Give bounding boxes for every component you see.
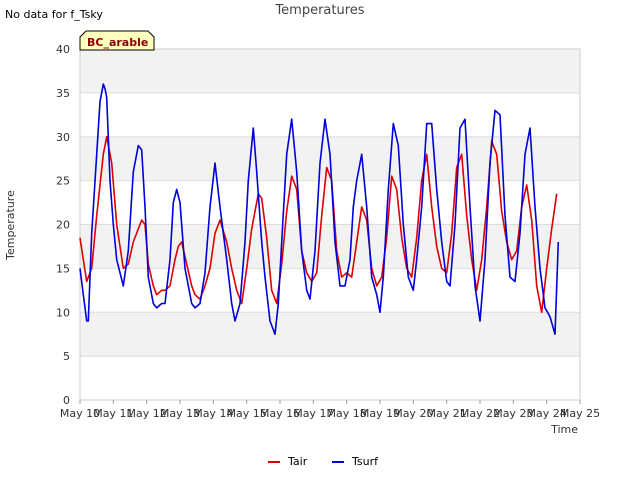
x-tick-label: May 20 bbox=[393, 407, 433, 420]
y-axis-label: Temperature bbox=[4, 190, 17, 261]
y-tick-label: 10 bbox=[56, 306, 70, 319]
x-tick-label: May 24 bbox=[527, 407, 567, 420]
x-tick-label: May 12 bbox=[127, 407, 167, 420]
plot-frame bbox=[79, 48, 581, 401]
legend: Tair Tsurf bbox=[268, 455, 379, 468]
y-tick-label: 30 bbox=[56, 131, 70, 144]
x-tick-label: May 22 bbox=[460, 407, 500, 420]
site-badge-label: BC_arable bbox=[87, 36, 148, 49]
x-tick-label: May 11 bbox=[93, 407, 133, 420]
x-tick-label: May 23 bbox=[493, 407, 533, 420]
y-tick-label: 5 bbox=[63, 350, 70, 363]
legend-label-tsurf: Tsurf bbox=[351, 455, 379, 468]
y-tick-label: 15 bbox=[56, 262, 70, 275]
x-tick-label: May 10 bbox=[60, 407, 100, 420]
x-tick-label: May 14 bbox=[193, 407, 233, 420]
x-axis-label: Time bbox=[550, 423, 578, 436]
x-tick-label: May 17 bbox=[293, 407, 333, 420]
x-tick-label: May 16 bbox=[260, 407, 300, 420]
plot-bands bbox=[80, 49, 580, 357]
plot-band bbox=[80, 312, 580, 357]
site-badge-frame bbox=[79, 30, 155, 51]
site-badge: BC_arable bbox=[79, 30, 155, 51]
y-tick-label: 20 bbox=[56, 219, 70, 232]
x-tick-label: May 19 bbox=[360, 407, 400, 420]
y-tick-label: 0 bbox=[63, 394, 70, 407]
y-tick-label: 25 bbox=[56, 175, 70, 188]
x-tick-label: May 15 bbox=[227, 407, 267, 420]
series-lines bbox=[79, 83, 560, 336]
plot-band bbox=[80, 224, 580, 269]
y-tick-label: 35 bbox=[56, 87, 70, 100]
series-line-tsurf bbox=[79, 83, 560, 336]
x-tick-label: May 21 bbox=[427, 407, 467, 420]
y-axis-ticks: 0 5 10 15 20 25 30 35 40 bbox=[56, 43, 70, 407]
plot-band bbox=[80, 49, 580, 93]
legend-label-tair: Tair bbox=[287, 455, 308, 468]
x-tick-label: May 18 bbox=[327, 407, 367, 420]
chart-title: Temperatures bbox=[274, 3, 364, 18]
y-tick-label: 40 bbox=[56, 43, 70, 56]
x-tick-label: May 25 bbox=[560, 407, 600, 420]
x-tick-label: May 13 bbox=[160, 407, 200, 420]
no-data-message: No data for f_Tsky bbox=[5, 8, 103, 21]
